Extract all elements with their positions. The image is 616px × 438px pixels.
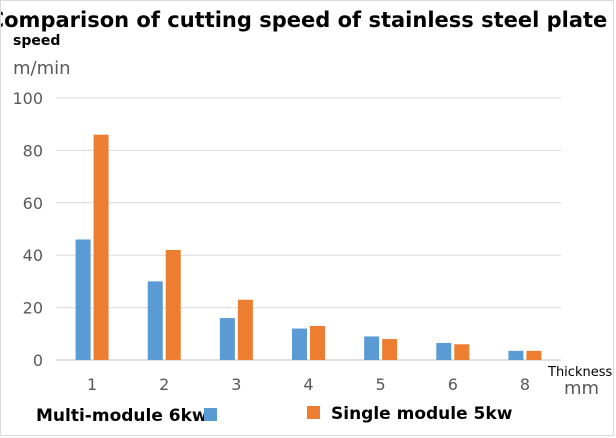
x-tick-label: 6 — [448, 375, 458, 394]
bar-single-module-2 — [165, 249, 181, 360]
x-tick-label: 5 — [376, 375, 386, 394]
bar-multi-module-3 — [219, 318, 235, 360]
bar-single-module-6 — [454, 344, 470, 360]
legend-label-single-module: Single module 5kw — [331, 404, 513, 424]
y-axis-ticks: 0 20 40 60 80 100 — [12, 89, 43, 370]
chart-title: Comparison of cutting speed of stainless… — [1, 8, 607, 32]
x-tick-label: 3 — [231, 375, 241, 394]
bar-single-module-3 — [237, 299, 253, 360]
bars — [75, 134, 542, 360]
gridlines — [56, 97, 561, 361]
bar-multi-module-4 — [292, 328, 307, 360]
x-tick-label: 2 — [159, 375, 169, 394]
bar-single-module-8 — [526, 350, 542, 360]
bar-single-module-1 — [93, 134, 109, 360]
y-tick-label: 60 — [23, 194, 43, 213]
y-tick-label: 20 — [23, 299, 43, 318]
bar-multi-module-2 — [147, 281, 163, 360]
y-tick-label: 100 — [12, 89, 43, 108]
legend: Multi-module 6kw Single module 5kw — [36, 404, 513, 426]
x-tick-label: 8 — [520, 375, 530, 394]
x-tick-label: 1 — [87, 375, 97, 394]
y-tick-label: 80 — [23, 141, 43, 160]
y-tick-label: 0 — [33, 351, 43, 370]
bar-multi-module-8 — [508, 350, 524, 360]
y-tick-label: 40 — [23, 246, 43, 265]
x-axis-unit: mm — [564, 378, 599, 399]
x-tick-label: 4 — [303, 375, 313, 394]
legend-marker-multi-module — [204, 408, 217, 421]
x-axis-label: Thickness — [547, 365, 612, 380]
bar-multi-module-6 — [436, 342, 452, 360]
y-axis-unit: m/min — [13, 58, 71, 79]
bar-single-module-4 — [310, 325, 325, 360]
x-axis-ticks: 1 2 3 4 5 6 8 — [87, 375, 530, 394]
legend-marker-single-module — [307, 406, 320, 419]
bar-single-module-5 — [382, 339, 398, 360]
bar-multi-module-1 — [75, 239, 91, 360]
y-axis-label: speed — [13, 33, 60, 49]
bar-multi-module-5 — [364, 336, 380, 360]
legend-label-multi-module: Multi-module 6kw — [36, 406, 208, 426]
